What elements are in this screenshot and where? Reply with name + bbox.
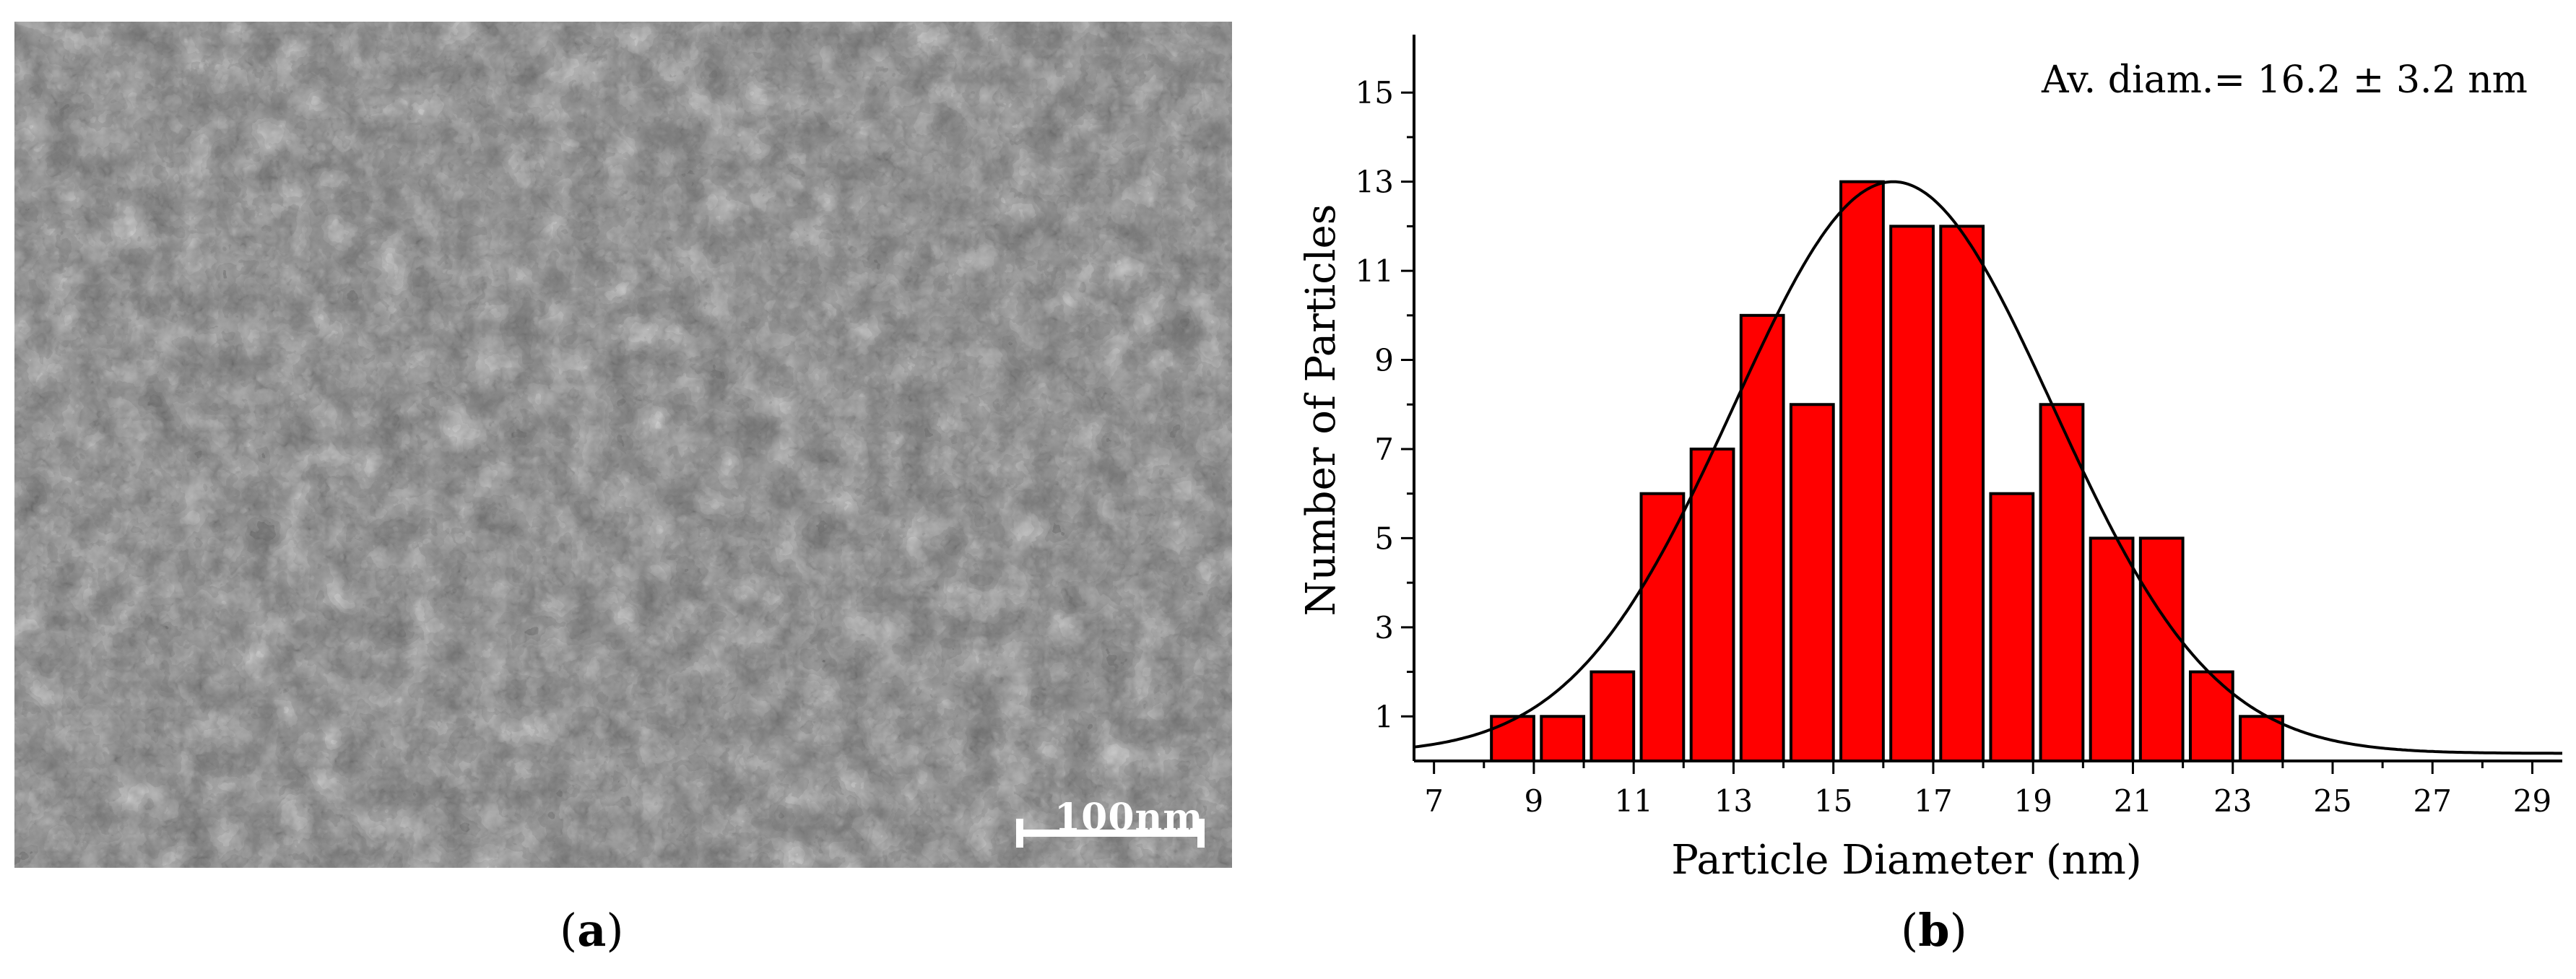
x-axis-label: Particle Diameter (nm) bbox=[1671, 837, 2141, 884]
histogram-bar bbox=[1989, 492, 2035, 762]
y-tick-label: 13 bbox=[1356, 165, 1394, 200]
histogram-bar bbox=[2138, 536, 2185, 763]
y-tick-label: 15 bbox=[1356, 75, 1394, 110]
x-tick-label: 23 bbox=[2213, 783, 2252, 819]
scale-bar-label: 100nm bbox=[1054, 796, 1204, 840]
x-tick-label: 25 bbox=[2313, 783, 2351, 819]
histogram-bar bbox=[2239, 715, 2284, 763]
histogram-bar bbox=[1839, 180, 1885, 763]
x-tick-label: 13 bbox=[1714, 783, 1753, 819]
sem-texture bbox=[14, 22, 1232, 868]
scale-bar bbox=[1016, 819, 1205, 848]
average-diameter-annotation: Av. diam.= 16.2 ± 3.2 nm bbox=[2041, 58, 2528, 102]
histogram-bar bbox=[1789, 403, 1835, 763]
x-tick-label: 17 bbox=[1914, 783, 1952, 819]
histogram-bar bbox=[1639, 492, 1686, 762]
x-tick-label: 29 bbox=[2513, 783, 2551, 819]
sem-micrograph: 100nm bbox=[14, 22, 1232, 868]
histogram-bar bbox=[1590, 670, 1636, 762]
histogram-bar bbox=[1889, 225, 1935, 763]
gaussian-fit-curve bbox=[1413, 180, 2562, 755]
histogram-bar bbox=[2188, 670, 2234, 762]
y-tick-label: 9 bbox=[1374, 343, 1394, 378]
histogram-bar bbox=[1739, 313, 1785, 762]
y-tick-label: 3 bbox=[1374, 610, 1394, 645]
histogram-bar bbox=[2089, 536, 2135, 763]
y-tick-label: 7 bbox=[1374, 432, 1394, 467]
x-tick-label: 21 bbox=[2114, 783, 2152, 819]
y-tick-label: 11 bbox=[1356, 253, 1394, 289]
x-tick-label: 11 bbox=[1614, 783, 1652, 819]
x-tick-label: 9 bbox=[1525, 783, 1544, 819]
histogram-bar bbox=[1689, 447, 1735, 762]
x-tick-label: 19 bbox=[2013, 783, 2052, 819]
histogram-panel: 7 9 11 13 15 17 19 21 23 25 27 29 1 3 5 7 9 11 13 15 Av. di… bbox=[1228, 0, 2576, 895]
x-tick-label: 27 bbox=[2414, 783, 2452, 819]
panel-a-caption: (a) bbox=[560, 904, 624, 957]
x-tick-label: 7 bbox=[1424, 783, 1444, 819]
y-axis-label: Number of Particles bbox=[1298, 204, 1345, 617]
histogram-bar bbox=[1540, 715, 1586, 763]
y-tick-label: 5 bbox=[1374, 521, 1394, 556]
histogram-bar bbox=[1490, 715, 1535, 763]
x-tick-label: 15 bbox=[1814, 783, 1852, 819]
histogram-bar bbox=[1939, 225, 1985, 763]
y-tick-label: 1 bbox=[1374, 699, 1394, 734]
panel-b-caption: (b) bbox=[1901, 904, 1967, 957]
